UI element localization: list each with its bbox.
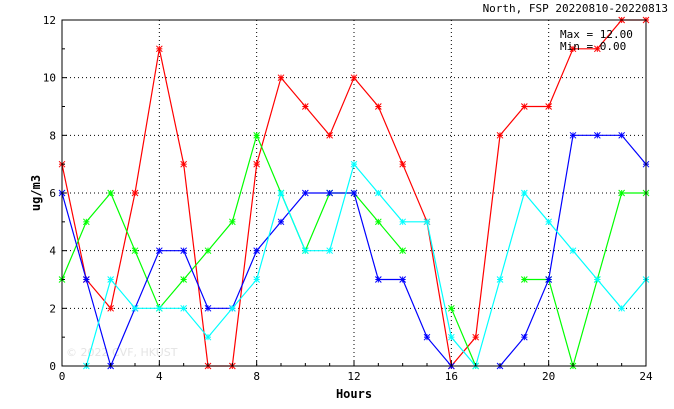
- series-2-point-15: [423, 333, 431, 341]
- series-0-point-13: [374, 103, 382, 110]
- y-tick-label-1: 2: [49, 302, 56, 315]
- series-3-point-19: [520, 189, 528, 197]
- series-3-point-5: [180, 304, 188, 312]
- series-0-point-8: [253, 160, 261, 168]
- series-3-point-13: [374, 189, 382, 197]
- x-tick-label-4: 16: [445, 370, 458, 383]
- x-axis-title: Hours: [336, 387, 372, 401]
- series-0-point-22: [593, 45, 601, 53]
- series-2-point-20: [545, 276, 553, 283]
- series-2-point-13: [374, 276, 382, 283]
- series-3-point-21: [569, 247, 577, 255]
- x-axis-ticks: 0 4 8 12 16 20 24: [59, 361, 653, 383]
- series-1-point-13: [374, 218, 382, 226]
- y-tick-label-4: 8: [49, 129, 56, 142]
- series-1-point-7: [228, 218, 236, 226]
- series-0-point-9: [277, 74, 285, 82]
- y-axis-title: ug/m3: [29, 175, 43, 211]
- series-0-point-12: [350, 74, 358, 82]
- series-0-point-2: [107, 304, 115, 312]
- series-2-point-19: [520, 333, 528, 341]
- watermark: © 2022 CVF, HKUST: [66, 346, 178, 359]
- series-2-point-8: [253, 247, 261, 255]
- series-2-point-4: [155, 247, 163, 255]
- series-1-point-8: [253, 131, 261, 139]
- series-2-point-14: [399, 276, 407, 283]
- min-label: Min = 0.00: [560, 40, 626, 53]
- series-3-point-22: [593, 276, 601, 283]
- series-0-point-4: [155, 45, 163, 53]
- series-1-point-5: [180, 276, 188, 283]
- series-1-point-3: [131, 247, 139, 255]
- series-0-point-14: [399, 160, 407, 168]
- series-3-point-7: [228, 304, 236, 312]
- series-2-point-9: [277, 218, 285, 226]
- series-3-point-10: [301, 247, 309, 255]
- series-layer: [58, 16, 650, 370]
- series-2: [58, 131, 650, 370]
- series-0-point-5: [180, 160, 188, 168]
- y-axis-ticks: 0 2 4 6 8 10 12: [43, 14, 67, 373]
- series-2-point-10: [301, 189, 309, 197]
- x-tick-label-5: 20: [542, 370, 555, 383]
- series-2-point-5: [180, 247, 188, 255]
- series-2-point-21: [569, 131, 577, 139]
- series-3: [82, 160, 650, 370]
- series-1-point-2: [107, 189, 115, 197]
- series-0-point-19: [520, 103, 528, 110]
- series-2-point-12: [350, 189, 358, 197]
- y-tick-label-6: 12: [43, 14, 56, 27]
- series-2-point-11: [326, 189, 334, 197]
- series-0-point-3: [131, 189, 139, 197]
- series-3-point-2: [107, 276, 115, 283]
- y-tick-label-2: 4: [49, 245, 56, 258]
- series-0-point-17: [472, 333, 480, 341]
- series-3-point-8: [253, 276, 261, 283]
- max-label: Max = 12.00: [560, 28, 633, 41]
- series-0-point-20: [545, 103, 553, 110]
- series-1-line-2: [524, 192, 646, 369]
- series-3-point-15: [423, 218, 431, 226]
- series-3-point-12: [350, 160, 358, 168]
- series-3-point-20: [545, 218, 553, 226]
- series-2-point-1: [82, 276, 90, 283]
- series-1-point-16: [447, 304, 455, 312]
- series-1-point-6: [204, 247, 212, 255]
- series-1-point-19: [520, 276, 528, 283]
- series-1-point-1: [82, 218, 90, 226]
- x-tick-label-1: 4: [156, 370, 163, 383]
- series-3-point-16: [447, 333, 455, 341]
- chart-title: North, FSP 20220810-20220813: [483, 2, 668, 15]
- x-tick-label-3: 12: [347, 370, 360, 383]
- series-2-point-6: [204, 304, 212, 312]
- series-3-point-9: [277, 189, 285, 197]
- series-1-point-23: [618, 189, 626, 197]
- series-0-point-11: [326, 131, 334, 139]
- series-3-point-4: [155, 304, 163, 312]
- y-tick-label-3: 6: [49, 187, 56, 200]
- x-tick-label-0: 0: [59, 370, 66, 383]
- series-3-line-0: [85, 162, 647, 368]
- series-3-point-3: [131, 304, 139, 312]
- series-3-point-23: [618, 304, 626, 312]
- y-tick-label-0: 0: [49, 360, 56, 373]
- series-0-point-18: [496, 131, 504, 139]
- series-2-point-22: [593, 131, 601, 139]
- series-0-point-21: [569, 45, 577, 53]
- series-3-point-11: [326, 247, 334, 255]
- series-3-point-6: [204, 333, 212, 341]
- series-1-line-1: [450, 308, 477, 367]
- x-tick-label-6: 24: [639, 370, 653, 383]
- series-1-point-14: [399, 247, 407, 255]
- series-0-point-10: [301, 103, 309, 110]
- series-3-point-14: [399, 218, 407, 226]
- series-2-point-23: [618, 131, 626, 139]
- y-tick-label-5: 10: [43, 72, 56, 85]
- series-3-point-18: [496, 276, 504, 283]
- x-tick-label-2: 8: [253, 370, 260, 383]
